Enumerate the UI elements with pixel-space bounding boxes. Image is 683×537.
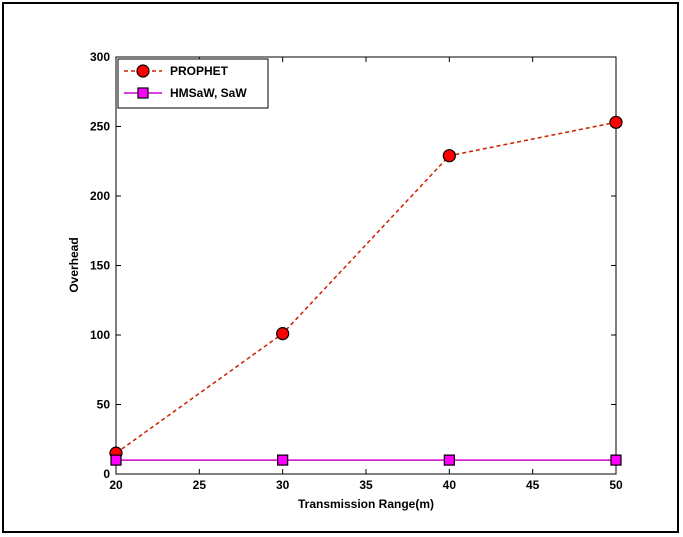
y-tick-label: 300 — [90, 50, 110, 64]
legend-marker — [137, 87, 149, 99]
data-point — [609, 115, 623, 129]
x-tick-label: 30 — [276, 478, 290, 492]
y-tick-label: 50 — [97, 398, 111, 412]
data-point — [110, 454, 122, 466]
x-tick-label: 25 — [193, 478, 207, 492]
data-point — [442, 149, 456, 163]
series-layer — [109, 115, 623, 466]
legend: PROPHET HMSaW, SaW — [117, 58, 269, 109]
y-tick-label: 0 — [103, 467, 110, 481]
y-tick-label: 150 — [90, 259, 110, 273]
data-point — [276, 327, 290, 341]
legend-items: PROPHET HMSaW, SaW — [124, 64, 247, 100]
x-tick-label: 45 — [526, 478, 540, 492]
data-point — [443, 454, 455, 466]
legend-entry: PROPHET — [124, 64, 229, 78]
x-tick-label: 20 — [109, 478, 123, 492]
data-point — [610, 454, 622, 466]
series-line — [115, 121, 617, 454]
plot-area — [115, 56, 617, 475]
x-tick-label: 35 — [359, 478, 373, 492]
x-axis-label: Transmission Range(m) — [298, 497, 434, 511]
series-hmsaw-saw — [110, 454, 622, 466]
data-point — [277, 454, 289, 466]
legend-entry: HMSaW, SaW — [124, 86, 247, 100]
y-tick-label: 100 — [90, 328, 110, 342]
y-tick-label: 250 — [90, 120, 110, 134]
x-tick-label: 50 — [609, 478, 623, 492]
x-tick-label: 40 — [443, 478, 457, 492]
legend-marker — [136, 64, 150, 78]
y-axis-label: Overhead — [67, 237, 81, 292]
legend-label: PROPHET — [170, 64, 229, 78]
legend-label: HMSaW, SaW — [170, 86, 247, 100]
y-tick-label: 200 — [90, 189, 110, 203]
axis-ticks: 20 25 30 35 40 45 50 0 50 100 150 200 250 300 — [90, 50, 623, 492]
